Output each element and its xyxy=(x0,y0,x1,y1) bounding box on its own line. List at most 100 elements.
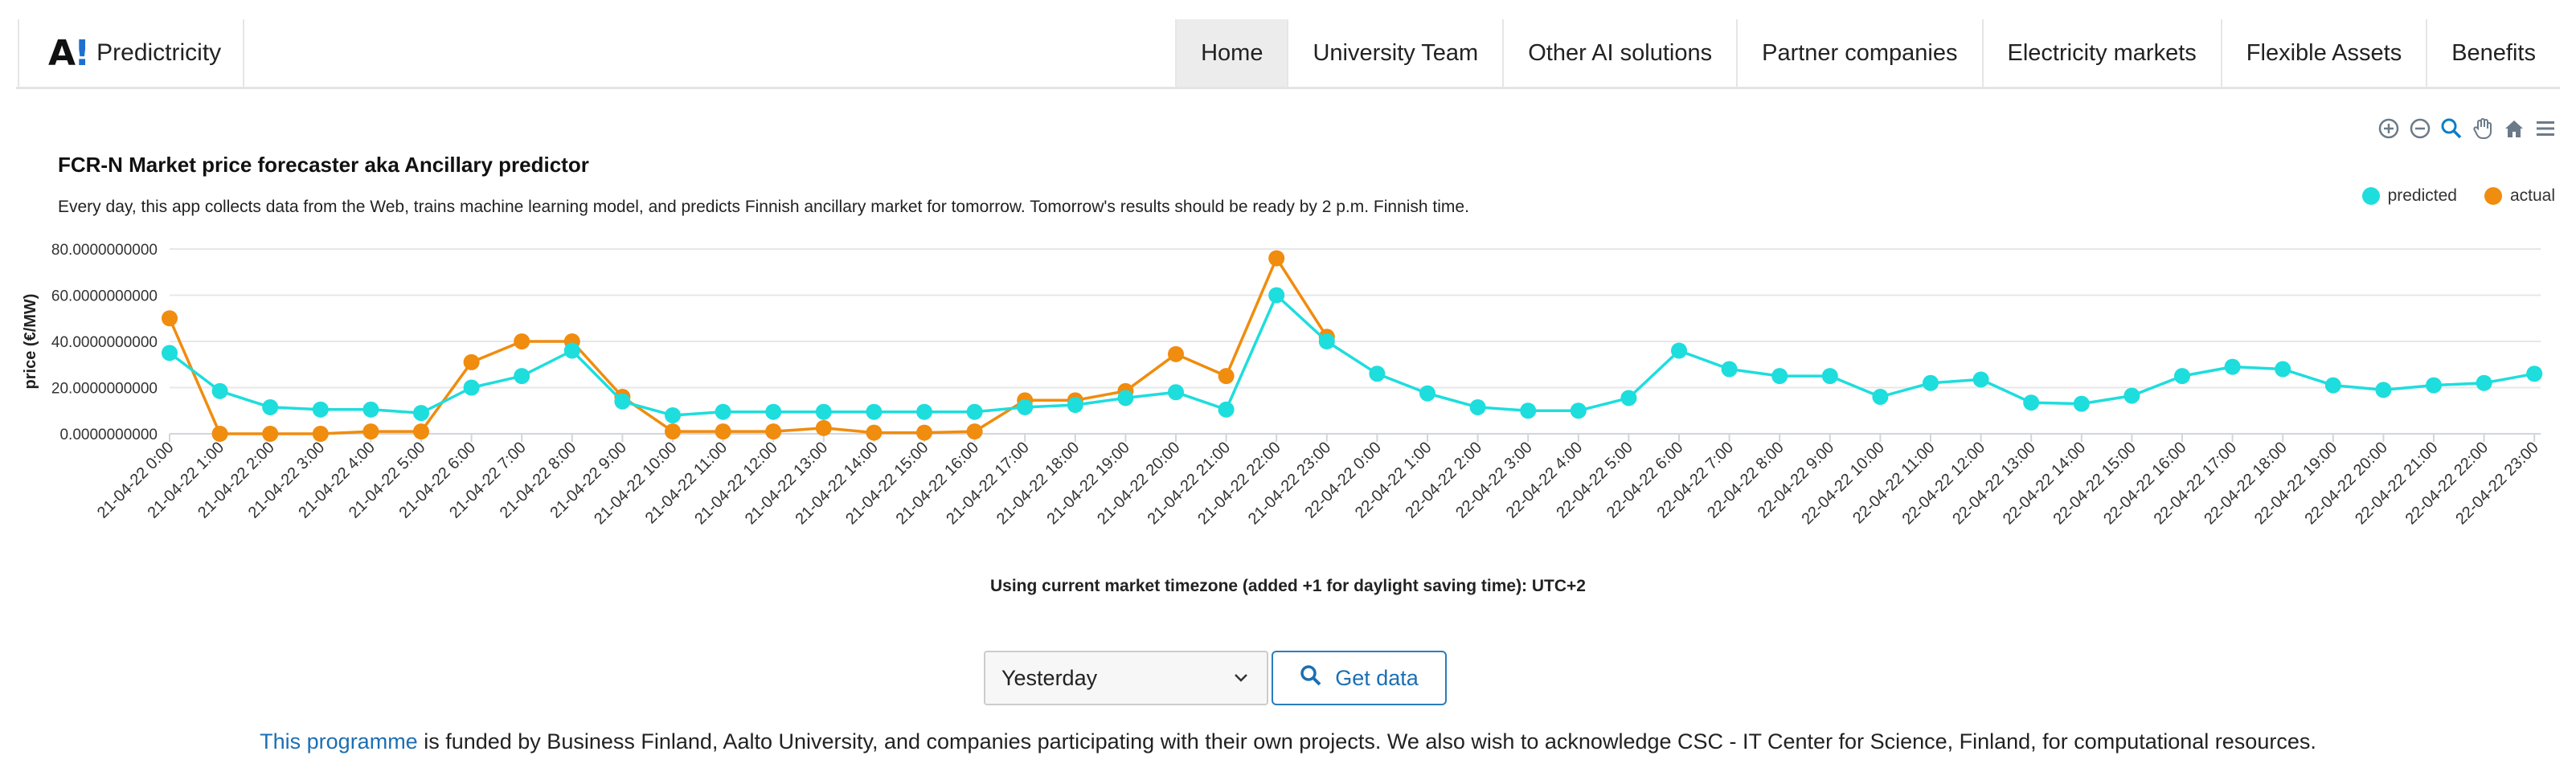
data-point-predicted xyxy=(765,403,782,420)
data-point-predicted xyxy=(563,342,580,359)
nav-benefits[interactable]: Benefits xyxy=(2426,19,2560,87)
home-icon[interactable] xyxy=(2500,115,2527,141)
data-point-actual xyxy=(815,419,832,436)
data-point-actual xyxy=(312,426,329,442)
data-point-predicted xyxy=(1972,371,1989,388)
chart-legend: predicted actual xyxy=(2361,186,2555,206)
range-select-value: Yesterday xyxy=(1001,665,1098,690)
series-line-predicted xyxy=(168,293,2535,417)
data-point-actual xyxy=(1218,368,1235,385)
data-point-actual xyxy=(765,423,782,440)
nav-divider xyxy=(16,87,2560,89)
data-point-predicted xyxy=(1620,390,1637,406)
data-point-predicted xyxy=(2224,358,2241,375)
data-point-predicted xyxy=(2324,377,2341,394)
data-point-predicted xyxy=(916,403,932,420)
data-point-predicted xyxy=(1067,397,1083,414)
get-data-button[interactable]: Get data xyxy=(1272,651,1447,705)
data-point-actual xyxy=(866,424,883,441)
search-icon xyxy=(1300,664,1322,692)
legend-label-actual: actual xyxy=(2509,186,2555,205)
programme-link[interactable]: This programme xyxy=(260,729,418,754)
data-point-actual xyxy=(362,423,379,440)
legend-marker-predicted xyxy=(2361,187,2380,205)
data-point-predicted xyxy=(2375,382,2392,398)
data-point-predicted xyxy=(715,403,731,420)
data-point-predicted xyxy=(815,403,832,420)
data-point-predicted xyxy=(1218,401,1235,418)
data-point-predicted xyxy=(2426,377,2442,394)
nav-flexible-assets[interactable]: Flexible Assets xyxy=(2220,19,2426,87)
legend-item-actual[interactable]: actual xyxy=(2484,186,2555,206)
pan-hand-icon[interactable] xyxy=(2469,115,2496,141)
data-point-predicted xyxy=(262,398,279,415)
data-point-actual xyxy=(966,423,983,440)
y-tick-label: 40.0000000000 xyxy=(51,334,158,351)
data-point-predicted xyxy=(1369,366,1386,382)
timezone-note: Using current market timezone (added +1 … xyxy=(990,577,1586,595)
legend-marker-actual xyxy=(2484,187,2502,205)
data-point-predicted xyxy=(866,403,883,420)
data-point-predicted xyxy=(2275,361,2291,378)
data-point-predicted xyxy=(1168,384,1184,401)
data-point-predicted xyxy=(2073,395,2090,412)
data-point-predicted xyxy=(1017,398,1034,415)
data-point-predicted xyxy=(966,403,983,420)
nav-electricity-markets[interactable]: Electricity markets xyxy=(1981,19,2221,87)
y-tick-label: 20.0000000000 xyxy=(51,381,158,398)
data-point-predicted xyxy=(1570,402,1587,419)
data-point-predicted xyxy=(665,407,681,423)
chevron-down-icon xyxy=(1231,668,1251,693)
data-point-predicted xyxy=(1520,402,1537,419)
data-point-predicted xyxy=(1821,368,1838,385)
data-point-predicted xyxy=(362,401,379,418)
nav-other-ai-solutions[interactable]: Other AI solutions xyxy=(1502,19,1736,87)
data-point-predicted xyxy=(2023,394,2040,411)
menu-icon[interactable] xyxy=(2532,115,2558,141)
top-navigation: A! Predictricity Home University Team Ot… xyxy=(0,0,2576,90)
data-point-predicted xyxy=(1469,398,1486,415)
brand[interactable]: A! Predictricity xyxy=(18,19,244,87)
data-point-predicted xyxy=(413,405,429,422)
data-point-predicted xyxy=(1318,333,1335,349)
data-point-actual xyxy=(514,333,530,349)
chart-toolbar xyxy=(2375,115,2558,141)
brand-name: Predictricity xyxy=(96,39,222,66)
data-point-predicted xyxy=(2174,368,2190,385)
y-tick-label: 0.0000000000 xyxy=(59,427,158,443)
legend-label-predicted: predicted xyxy=(2387,186,2457,205)
data-point-predicted xyxy=(1117,390,1134,406)
magnifier-icon[interactable] xyxy=(2438,115,2464,141)
legend-item-predicted[interactable]: predicted xyxy=(2361,186,2457,206)
y-tick-label: 80.0000000000 xyxy=(51,242,158,259)
data-point-actual xyxy=(162,310,178,327)
zoom-in-icon[interactable] xyxy=(2375,115,2402,141)
data-point-predicted xyxy=(1419,385,1435,402)
data-point-predicted xyxy=(514,368,530,385)
range-select[interactable]: Yesterday xyxy=(984,651,1268,705)
data-point-predicted xyxy=(1872,389,1889,405)
data-point-actual xyxy=(262,426,279,442)
nav-partner-companies[interactable]: Partner companies xyxy=(1736,19,1981,87)
data-point-predicted xyxy=(211,382,228,399)
data-point-actual xyxy=(1268,250,1285,267)
nav-university-team[interactable]: University Team xyxy=(1287,19,1502,87)
nav-home[interactable]: Home xyxy=(1175,19,1288,87)
main-nav: Home University Team Other AI solutions … xyxy=(1175,19,2560,87)
data-point-predicted xyxy=(463,379,480,396)
zoom-out-icon[interactable] xyxy=(2406,115,2433,141)
footer-note: This programme is funded by Business Fin… xyxy=(0,729,2576,754)
data-point-predicted xyxy=(2476,374,2492,391)
data-point-predicted xyxy=(2526,366,2543,382)
data-point-predicted xyxy=(1771,368,1788,385)
data-point-predicted xyxy=(614,393,631,410)
data-point-actual xyxy=(665,423,681,440)
data-point-actual xyxy=(463,353,480,370)
data-point-actual xyxy=(1168,345,1184,362)
data-point-predicted xyxy=(1721,361,1738,378)
y-tick-label: 60.0000000000 xyxy=(51,288,158,305)
data-point-predicted xyxy=(2123,387,2140,404)
data-point-actual xyxy=(211,426,228,442)
data-point-actual xyxy=(916,424,932,441)
get-data-label: Get data xyxy=(1335,665,1419,690)
